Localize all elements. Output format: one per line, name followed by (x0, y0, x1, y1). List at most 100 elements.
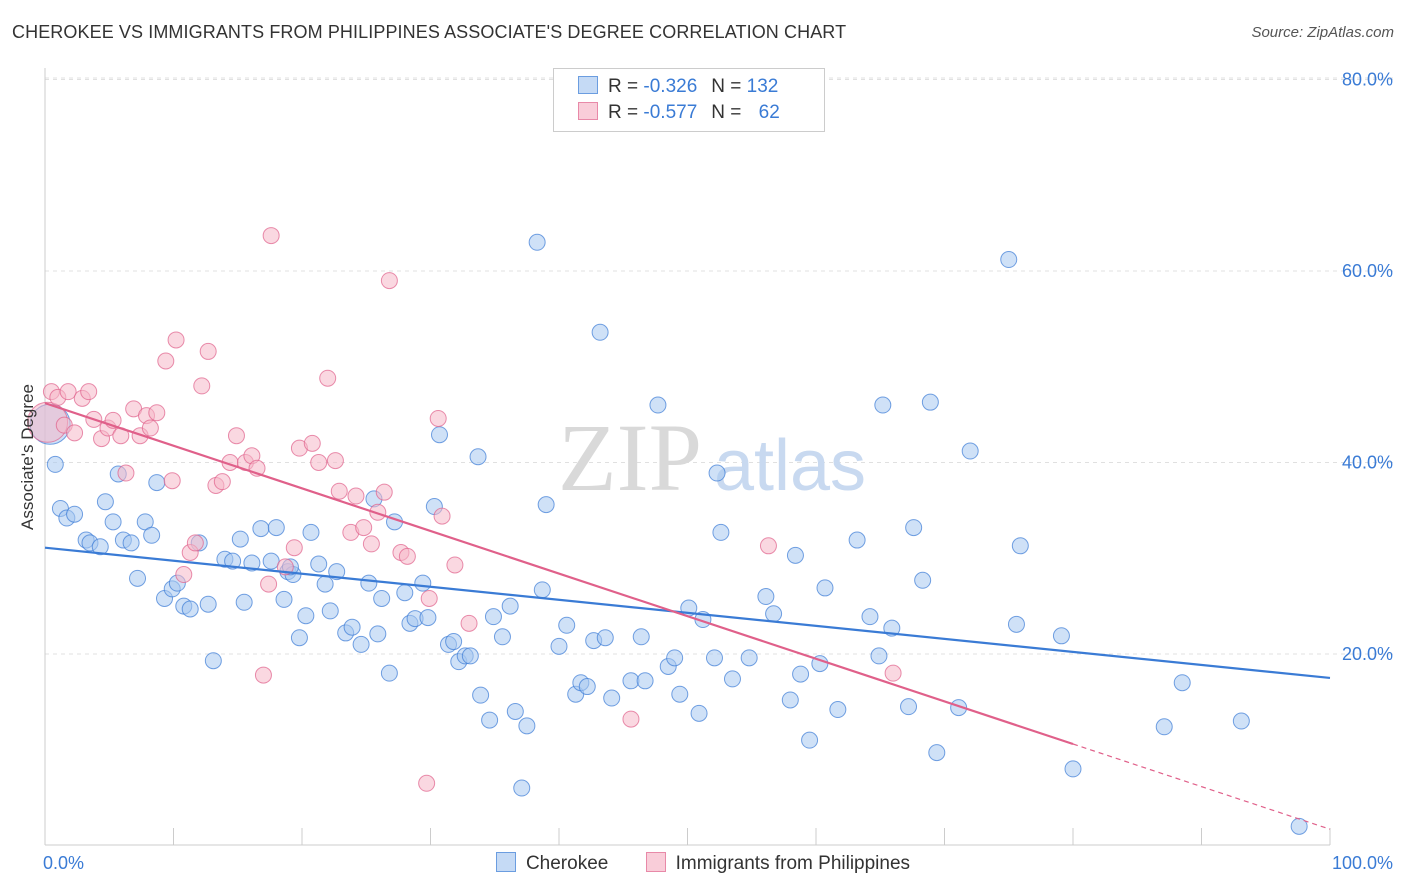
data-point-cherokee (310, 555, 328, 573)
data-point-philippines (254, 666, 272, 684)
data-point-cherokee (666, 649, 684, 667)
watermark: ZIP atlas (558, 404, 866, 511)
data-point-cherokee (708, 464, 726, 482)
data-point-cherokee (461, 647, 479, 665)
data-point-cherokee (518, 717, 536, 735)
data-point-cherokee (792, 665, 810, 683)
y-tick-label: 60.0% (1342, 261, 1393, 281)
data-point-cherokee (870, 647, 888, 665)
data-point-cherokee (267, 519, 285, 537)
data-point-cherokee (712, 523, 730, 541)
x-tick-label: 0.0% (43, 853, 84, 873)
data-point-philippines (433, 507, 451, 525)
data-point-cherokee (528, 233, 546, 251)
data-point-philippines (175, 566, 193, 584)
data-point-cherokee (578, 678, 596, 696)
legend-item-philippines: Immigrants from Philippines (645, 852, 910, 875)
data-point-philippines (262, 227, 280, 245)
data-point-cherokee (632, 628, 650, 646)
data-point-cherokee (414, 574, 432, 592)
data-point-cherokee (636, 672, 654, 690)
data-point-cherokee (290, 629, 308, 647)
data-point-philippines (398, 547, 416, 565)
data-point-cherokee (740, 649, 758, 667)
data-point-philippines (884, 664, 902, 682)
data-point-philippines (362, 535, 380, 553)
data-point-cherokee (649, 396, 667, 414)
data-point-cherokee (484, 608, 502, 626)
axes (44, 68, 1331, 846)
y-tick-label: 40.0% (1342, 453, 1393, 473)
chart-title: CHEROKEE VS IMMIGRANTS FROM PHILIPPINES … (12, 22, 847, 42)
data-point-philippines (429, 409, 447, 427)
data-point-cherokee (596, 629, 614, 647)
data-point-cherokee (343, 618, 361, 636)
data-point-philippines (420, 589, 438, 607)
data-point-philippines (418, 774, 436, 792)
watermark-atlas: atlas (714, 426, 866, 506)
data-point-cherokee (199, 595, 217, 613)
data-point-cherokee (537, 496, 555, 514)
data-point-cherokee (316, 575, 334, 593)
data-point-cherokee (1155, 718, 1173, 736)
data-point-cherokee (781, 691, 799, 709)
data-point-philippines (163, 472, 181, 490)
data-point-philippines (66, 424, 84, 442)
data-point-cherokee (235, 593, 253, 611)
legend-row-philippines: R = -0.577 N = 62 (578, 102, 780, 126)
data-point-philippines (759, 537, 777, 555)
data-point-cherokee (603, 689, 621, 707)
trend-line-dashed-philippines (1072, 743, 1331, 830)
data-point-philippines (330, 482, 348, 500)
data-point-cherokee (723, 670, 741, 688)
data-point-philippines (227, 427, 245, 445)
data-point-cherokee (204, 652, 222, 670)
data-point-cherokee (297, 607, 315, 625)
data-point-cherokee (46, 455, 64, 473)
data-point-cherokee (66, 505, 84, 523)
data-point-cherokee (493, 628, 511, 646)
data-point-cherokee (533, 581, 551, 599)
legend-r-label: R = (608, 76, 639, 97)
y-tick-label: 20.0% (1342, 644, 1393, 664)
data-point-philippines (460, 614, 478, 632)
y-axis-label: Associate's Degree (18, 384, 37, 530)
data-point-cherokee (558, 616, 576, 634)
data-point-cherokee (705, 649, 723, 667)
data-point-cherokee (472, 686, 490, 704)
data-point-philippines (622, 710, 640, 728)
data-point-cherokee (469, 448, 487, 466)
data-point-cherokee (143, 526, 161, 544)
data-point-cherokee (181, 600, 199, 618)
legend-r-value: -0.577 (643, 102, 698, 123)
data-point-cherokee (622, 672, 640, 690)
data-point-cherokee (513, 779, 531, 797)
trend-line-cherokee (44, 546, 1331, 680)
data-point-philippines (355, 519, 373, 537)
y-tick-label: 80.0% (1342, 70, 1393, 90)
data-point-cherokee (321, 602, 339, 620)
data-point-philippines (141, 419, 159, 437)
data-point-cherokee (690, 704, 708, 722)
legend-item-cherokee: Cherokee (495, 852, 609, 875)
legend-n-label: N = (711, 102, 742, 123)
source-label: Source: ZipAtlas.com (1251, 24, 1394, 41)
legend-label-cherokee: Cherokee (525, 853, 609, 874)
legend-row-cherokee: R = -0.326 N = 132 (578, 76, 778, 100)
data-point-philippines (59, 383, 77, 401)
data-point-philippines (285, 539, 303, 557)
data-point-cherokee (129, 569, 147, 587)
data-point-cherokee (861, 608, 879, 626)
data-point-philippines (319, 369, 337, 387)
data-point-cherokee (905, 519, 923, 537)
data-point-philippines (193, 377, 211, 395)
data-point-cherokee (96, 493, 114, 511)
data-point-cherokee (104, 513, 122, 531)
data-point-cherokee (1007, 615, 1025, 633)
legend-swatch-philippines (578, 102, 598, 120)
data-point-cherokee (1011, 537, 1029, 555)
data-point-cherokee (757, 588, 775, 606)
data-point-cherokee (352, 635, 370, 653)
data-point-philippines (446, 556, 464, 574)
data-point-philippines (260, 575, 278, 593)
